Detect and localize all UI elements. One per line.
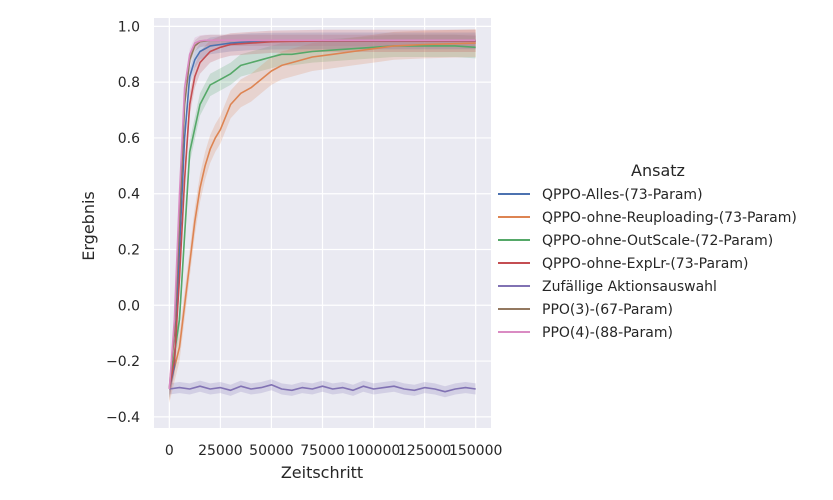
x-tick-label: 150000	[449, 443, 502, 459]
x-tick-label: 75000	[300, 443, 345, 459]
y-tick-label: −0.4	[106, 410, 140, 426]
legend-label: QPPO-ohne-Reuploading-(73-Param)	[542, 210, 797, 226]
y-tick-label: 0.2	[118, 242, 140, 258]
x-tick-label: 100000	[347, 443, 400, 459]
confidence-bands	[169, 29, 476, 403]
series-band	[169, 379, 476, 398]
series-lines	[168, 39, 476, 393]
y-tick-label: 0.0	[118, 298, 140, 314]
y-tick-label: 0.8	[118, 75, 140, 91]
y-tick-label: 0.6	[118, 131, 140, 147]
x-axis-label: Zeitschritt	[281, 463, 363, 482]
x-tick-label: 25000	[198, 443, 243, 459]
legend-label: Zufällige Aktionsauswahl	[542, 279, 717, 295]
legend-label: QPPO-ohne-ExpLr-(73-Param)	[542, 256, 749, 272]
series-line	[169, 383, 476, 393]
y-tick-label: 1.0	[118, 19, 140, 35]
legend-label: QPPO-Alles-(73-Param)	[542, 187, 703, 203]
y-tick-label: −0.2	[106, 354, 140, 370]
grid-lines	[154, 18, 491, 428]
x-tick-label: 125000	[398, 443, 451, 459]
legend-label: QPPO-ohne-OutScale-(72-Param)	[542, 233, 773, 249]
series-band	[169, 29, 476, 401]
legend-label: PPO(4)-(88-Param)	[542, 325, 673, 341]
y-tick-labels: −0.4 −0.2 0.0 0.2 0.4 0.6 0.8 1.0	[106, 19, 140, 425]
y-tick-label: 0.4	[118, 187, 140, 203]
series-line	[168, 39, 476, 390]
legend: Ansatz QPPO-Alles-(73-Param) QPPO-ohne-Re…	[498, 161, 797, 341]
x-tick-label: 0	[165, 443, 174, 459]
legend-label: PPO(3)-(67-Param)	[542, 302, 673, 318]
x-tick-label: 50000	[249, 443, 294, 459]
legend-title: Ansatz	[631, 161, 685, 180]
series-line	[168, 42, 476, 390]
y-axis-label: Ergebnis	[79, 191, 98, 260]
